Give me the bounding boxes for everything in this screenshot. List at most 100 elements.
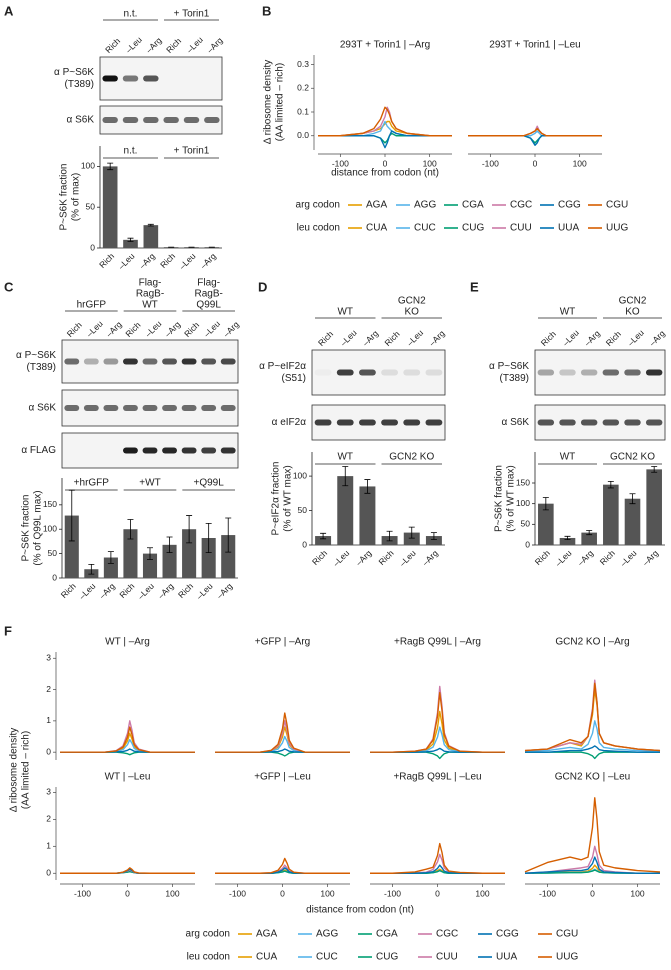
blot-band bbox=[204, 117, 220, 123]
x-tick-label: Rich bbox=[376, 548, 395, 567]
blot bbox=[534, 404, 666, 441]
legend-label: CGC bbox=[510, 200, 532, 211]
lane-group-label: Q99L bbox=[196, 300, 221, 311]
y-tick-label: 0.0 bbox=[297, 130, 309, 140]
legend-label: CUU bbox=[510, 223, 532, 234]
error-bar bbox=[186, 515, 193, 544]
blot-band bbox=[143, 75, 159, 82]
lane-label: Rich bbox=[182, 320, 201, 339]
blot-band bbox=[123, 447, 138, 454]
y-tick-label: 100 bbox=[81, 161, 95, 171]
lane-label: Rich bbox=[383, 329, 402, 348]
series-line bbox=[468, 135, 602, 146]
x-tick-label: –Leu bbox=[618, 548, 639, 569]
y-axis-label: P~S6K fraction bbox=[59, 164, 70, 231]
x-tick-label: Rich bbox=[176, 581, 195, 600]
blot-band bbox=[64, 358, 80, 365]
series-line bbox=[370, 864, 505, 874]
facet-title: GCN2 KO | –Arg bbox=[555, 637, 629, 648]
facet-title: 293T + Torin1 | –Arg bbox=[340, 40, 430, 51]
blot-band bbox=[183, 117, 200, 123]
facet-title: WT | –Arg bbox=[105, 637, 150, 648]
y-tick-label: 50 bbox=[86, 201, 96, 211]
lane-group-label: + Torin1 bbox=[174, 9, 210, 20]
facet-title: +GFP | –Arg bbox=[255, 637, 311, 648]
y-tick-label: 150 bbox=[43, 499, 57, 509]
blot-band bbox=[83, 358, 99, 365]
lane-group-label: KO bbox=[405, 307, 420, 318]
error-bar bbox=[205, 522, 212, 554]
y-tick-label: 0.1 bbox=[297, 106, 309, 116]
x-tick-label: –Leu bbox=[194, 581, 215, 602]
group-label: WT bbox=[337, 452, 353, 463]
lane-group-label: WT bbox=[560, 307, 576, 318]
legend-title: arg codon bbox=[186, 929, 230, 940]
blot-band bbox=[403, 369, 421, 376]
x-tick-label: 0 bbox=[590, 888, 595, 898]
lane-group-label: n.t. bbox=[124, 9, 138, 20]
lane-group-label: Flag- bbox=[197, 278, 220, 289]
panel-label: F bbox=[4, 623, 12, 638]
lane-label: –Leu bbox=[202, 318, 223, 339]
blot-band bbox=[537, 419, 555, 426]
series-line bbox=[318, 106, 452, 137]
legend-label: CGG bbox=[558, 200, 581, 211]
blot-band bbox=[201, 447, 217, 454]
blot-label: (T389) bbox=[500, 373, 529, 384]
x-tick-label: 100 bbox=[423, 158, 437, 168]
bar bbox=[315, 536, 332, 545]
x-tick-label: 100 bbox=[320, 888, 334, 898]
x-tick-label: Rich bbox=[59, 581, 78, 600]
x-tick-label: –Arg bbox=[354, 548, 374, 568]
error-bar bbox=[127, 519, 134, 540]
blot-label: α P~eIF2α bbox=[259, 361, 306, 372]
y-axis-label: (AA limited – rich) bbox=[21, 731, 32, 809]
blot-label: α S6K bbox=[502, 417, 530, 428]
legend-title: leu codon bbox=[297, 223, 340, 234]
bar bbox=[337, 476, 354, 545]
blot bbox=[534, 349, 666, 396]
y-axis-label: (% of WT max) bbox=[506, 465, 517, 531]
legend-label: CGG bbox=[496, 929, 519, 940]
blot-band bbox=[624, 419, 641, 426]
x-tick-label: 0 bbox=[383, 158, 388, 168]
lane-label: –Leu bbox=[560, 327, 581, 348]
x-tick-label: –Leu bbox=[397, 548, 418, 569]
bar bbox=[201, 538, 216, 578]
group-label: +hrGFP bbox=[74, 478, 110, 489]
x-tick-label: –Leu bbox=[77, 581, 98, 602]
lane-label: –Arg bbox=[647, 328, 667, 348]
y-tick-label: 50 bbox=[521, 519, 531, 529]
x-tick-label: 100 bbox=[165, 888, 179, 898]
y-tick-label: 2 bbox=[46, 684, 51, 694]
error-bar bbox=[88, 563, 95, 575]
group-label: +WT bbox=[139, 478, 160, 489]
legend-label: AGG bbox=[414, 200, 436, 211]
y-axis-label: (% of WT max) bbox=[283, 465, 294, 531]
blot-band bbox=[602, 369, 620, 376]
lane-label: –Leu bbox=[405, 327, 426, 348]
x-tick-label: 100 bbox=[630, 888, 644, 898]
bar bbox=[538, 503, 554, 545]
x-tick-label: –Arg bbox=[640, 548, 660, 568]
blot-band bbox=[162, 447, 177, 454]
legend-label: CGU bbox=[556, 929, 578, 940]
legend-title: leu codon bbox=[187, 952, 230, 963]
blot-band bbox=[537, 369, 555, 376]
blot-band bbox=[181, 405, 197, 411]
lane-label: –Leu bbox=[625, 327, 646, 348]
legend-label: UUA bbox=[496, 952, 517, 963]
x-axis-label: distance from codon (nt) bbox=[306, 905, 414, 916]
blot-band bbox=[559, 369, 576, 376]
blot-band bbox=[580, 419, 598, 426]
lane-label: Rich bbox=[316, 329, 335, 348]
lane-label: –Arg bbox=[582, 328, 602, 348]
lane-label: –Leu bbox=[143, 318, 164, 339]
group-label: GCN2 KO bbox=[389, 452, 434, 463]
blot-band bbox=[83, 405, 99, 411]
lane-label: –Leu bbox=[84, 318, 105, 339]
bar bbox=[581, 532, 597, 545]
bar bbox=[123, 529, 138, 578]
x-tick-label: 100 bbox=[573, 158, 587, 168]
